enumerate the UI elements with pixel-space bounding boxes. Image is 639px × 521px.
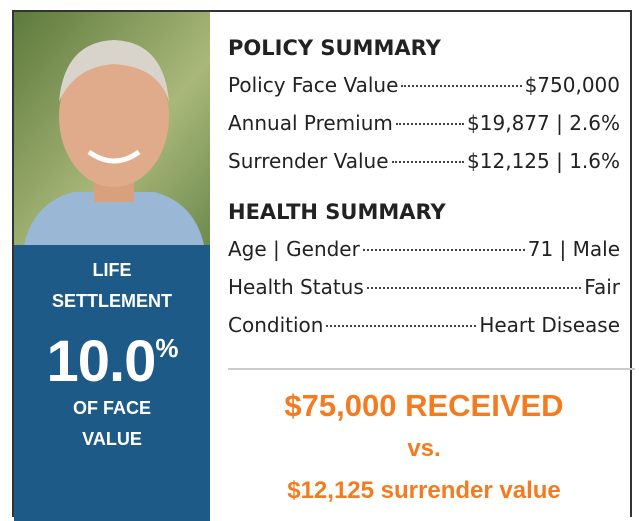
summary-row: Policy Face Value $750,000: [228, 66, 620, 104]
dot-leader: [401, 85, 521, 87]
summary: POLICY SUMMARY Policy Face Value $750,000…: [228, 30, 620, 344]
row-value: Heart Disease: [479, 306, 620, 344]
row-label: Health Status: [228, 268, 364, 306]
row-value: 71 | Male: [528, 230, 620, 268]
row-value: $750,000: [525, 66, 620, 104]
summary-row: Surrender Value $12,125 | 1.6%: [228, 142, 620, 180]
section-title: POLICY SUMMARY: [228, 30, 620, 66]
summary-row: Annual Premium $19,877 | 2.6%: [228, 104, 620, 142]
row-label: Surrender Value: [228, 142, 389, 180]
separator: [228, 368, 635, 370]
settlement-panel: LIFE SETTLEMENT 10.0% OF FACE VALUE: [14, 245, 210, 521]
row-value: Fair: [584, 268, 620, 306]
row-value: $19,877 | 2.6%: [467, 104, 620, 142]
dot-leader: [396, 123, 464, 125]
percent-value: 10.0: [46, 329, 155, 394]
dot-leader: [363, 249, 525, 251]
subline: $12,125 surrender value: [228, 470, 620, 512]
row-label: Age | Gender: [228, 230, 360, 268]
label-top: LIFE: [14, 255, 210, 286]
percent: 10.0%: [14, 317, 210, 393]
row-label: Annual Premium: [228, 104, 393, 142]
result: $75,000 RECEIVED vs. $12,125 surrender v…: [228, 384, 620, 512]
percent-sign: %: [155, 333, 177, 363]
row-label: Condition: [228, 306, 323, 344]
label-top: SETTLEMENT: [14, 286, 210, 317]
summary-row: Health Status Fair: [228, 268, 620, 306]
dot-leader: [326, 325, 476, 327]
label-bottom: VALUE: [14, 424, 210, 455]
dot-leader: [367, 287, 582, 289]
row-value: $12,125 | 1.6%: [467, 142, 620, 180]
section-title: HEALTH SUMMARY: [228, 194, 620, 230]
headline: $75,000 RECEIVED: [228, 384, 620, 428]
label-bottom: OF FACE: [14, 393, 210, 424]
summary-row: Age | Gender 71 | Male: [228, 230, 620, 268]
summary-row: Condition Heart Disease: [228, 306, 620, 344]
page: LIFE SETTLEMENT 10.0% OF FACE VALUE POLI…: [0, 0, 639, 521]
row-label: Policy Face Value: [228, 66, 398, 104]
photo: [14, 12, 210, 245]
dot-leader: [392, 161, 465, 163]
vs: vs.: [228, 428, 620, 470]
